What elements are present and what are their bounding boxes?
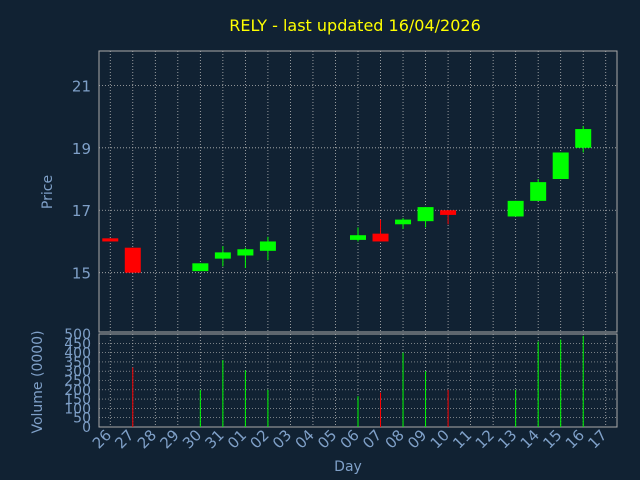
volume-tick-label: 300 xyxy=(64,364,91,380)
volume-tick-label: 100 xyxy=(64,401,91,417)
candle-body xyxy=(395,219,412,225)
candle-body xyxy=(440,210,457,215)
volume-tick-label: 450 xyxy=(64,336,91,352)
candle-body xyxy=(530,182,547,201)
x-tick-label: 17 xyxy=(584,426,610,452)
price-tick-label: 17 xyxy=(72,202,91,220)
price-tick-label: 19 xyxy=(72,140,91,158)
volume-tick-label: 400 xyxy=(64,346,91,362)
volume-tick-label: 500 xyxy=(64,327,91,343)
candle-body xyxy=(124,247,141,273)
price-tick-label: 21 xyxy=(72,77,91,95)
volume-tick-label: 200 xyxy=(64,383,91,399)
candle-body xyxy=(507,200,524,217)
volume-tick-label: 350 xyxy=(64,355,91,371)
volume-axis-label: Volume (0000) xyxy=(30,330,46,433)
candle-body xyxy=(350,235,366,240)
volume-tick-label: 250 xyxy=(64,374,91,390)
candle-body xyxy=(575,129,592,148)
volume-tick-label: 0 xyxy=(82,420,91,436)
chart-title: RELY - last updated 16/04/2026 xyxy=(229,16,481,35)
candle-body xyxy=(237,249,254,256)
candle-body xyxy=(417,207,434,222)
price-tick-label: 15 xyxy=(72,265,91,283)
candle-body xyxy=(372,233,389,242)
candle-body xyxy=(102,238,119,242)
candle-body xyxy=(214,252,231,259)
x-axis: 2627282930310102030405060708091011121314… xyxy=(89,426,611,452)
price-frame xyxy=(98,50,618,333)
candle-body xyxy=(259,241,276,251)
price-axis-label: Price xyxy=(40,175,56,209)
candle-body xyxy=(552,152,569,180)
price-panel: 15 17 19 21 xyxy=(72,50,618,333)
volume-tick-label: 50 xyxy=(73,411,91,427)
candle-body xyxy=(192,263,209,272)
volume-tick-label: 150 xyxy=(64,392,91,408)
x-axis-label: Day xyxy=(334,459,362,475)
